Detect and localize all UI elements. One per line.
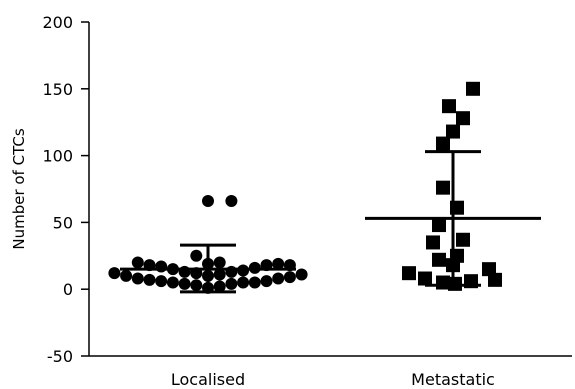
data-point bbox=[272, 257, 285, 270]
y-tick-label: -50 bbox=[47, 347, 73, 366]
data-point bbox=[155, 275, 168, 288]
data-point bbox=[272, 272, 285, 285]
y-tick-label: 50 bbox=[53, 213, 73, 232]
y-tick-label: 150 bbox=[42, 80, 73, 99]
data-point bbox=[436, 136, 450, 151]
data-point bbox=[155, 260, 168, 273]
y-tick-label: 100 bbox=[42, 147, 73, 166]
data-point bbox=[190, 249, 203, 262]
data-point bbox=[426, 235, 440, 250]
data-point bbox=[295, 268, 308, 281]
data-point bbox=[260, 275, 273, 288]
data-point bbox=[436, 180, 450, 195]
series-localised bbox=[108, 195, 308, 294]
series-metastatic bbox=[365, 81, 541, 291]
data-point bbox=[202, 195, 214, 208]
data-point bbox=[178, 265, 191, 278]
data-point bbox=[402, 266, 416, 281]
data-point bbox=[131, 272, 144, 285]
data-point bbox=[283, 271, 296, 284]
data-point bbox=[237, 276, 250, 289]
data-point bbox=[166, 276, 179, 289]
data-point bbox=[213, 268, 226, 281]
data-point bbox=[143, 273, 156, 286]
data-point bbox=[213, 280, 226, 293]
data-point bbox=[456, 232, 470, 247]
y-axis: -50 0 50 100 150 200 bbox=[42, 13, 90, 366]
x-category-label: Metastatic bbox=[411, 370, 495, 389]
x-category-label: Localised bbox=[171, 370, 245, 389]
data-point bbox=[436, 275, 450, 290]
data-point bbox=[482, 262, 496, 277]
y-axis-label: Number of CTCs bbox=[10, 128, 28, 249]
data-point bbox=[446, 124, 460, 139]
data-point bbox=[442, 99, 456, 114]
data-point bbox=[225, 265, 238, 278]
data-point bbox=[432, 252, 446, 267]
data-point bbox=[466, 81, 480, 96]
data-point bbox=[225, 195, 238, 208]
data-point bbox=[108, 267, 121, 280]
data-point bbox=[225, 277, 238, 290]
y-tick-label: 0 bbox=[63, 280, 73, 299]
data-point bbox=[432, 218, 446, 233]
data-point bbox=[120, 269, 133, 282]
y-tick-label: 200 bbox=[42, 13, 73, 32]
data-point bbox=[131, 256, 144, 269]
data-point bbox=[190, 279, 203, 292]
data-point bbox=[488, 272, 502, 287]
data-point bbox=[418, 271, 432, 286]
x-axis: Localised Metastatic bbox=[89, 355, 572, 389]
data-point bbox=[248, 276, 261, 289]
data-point bbox=[456, 111, 470, 126]
data-point bbox=[213, 256, 226, 269]
data-point bbox=[178, 277, 191, 290]
